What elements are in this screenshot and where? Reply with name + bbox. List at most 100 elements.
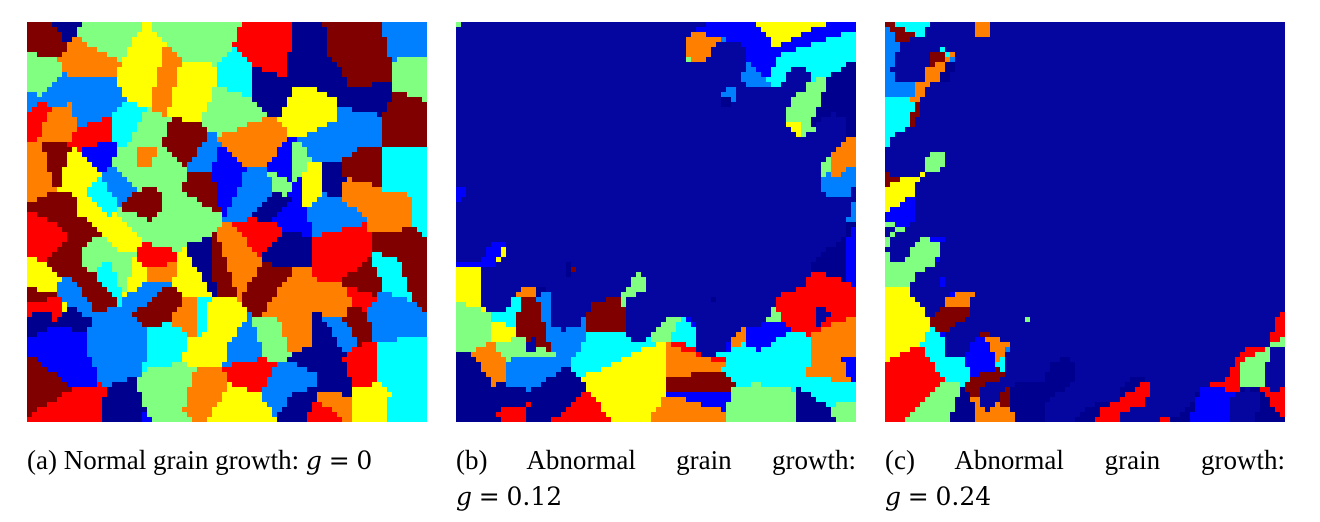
grain-pixel [247, 212, 252, 217]
grain-pixel [42, 297, 47, 302]
grain-pixel [72, 162, 77, 167]
grain-pixel [297, 247, 302, 252]
grain-pixel [87, 322, 92, 327]
grain-pixel [417, 42, 422, 47]
grain-pixel [367, 302, 372, 307]
grain-pixel [417, 212, 422, 217]
grain-pixel [97, 72, 102, 77]
grain-pixel [337, 137, 342, 142]
grain-pixel [102, 207, 107, 212]
grain-pixel [332, 167, 337, 172]
grain-pixel [407, 92, 412, 97]
grain-pixel [407, 127, 412, 132]
grain-pixel [32, 47, 37, 52]
grain-pixel [57, 117, 62, 122]
grain-pixel [142, 92, 147, 97]
grain-pixel [422, 302, 427, 307]
grain-pixel [137, 302, 142, 307]
grain-pixel [32, 297, 37, 302]
grain-pixel [107, 147, 112, 152]
grain-pixel [227, 197, 232, 202]
grain-pixel [132, 322, 137, 327]
grain-pixel [372, 157, 377, 162]
grain-pixel [292, 232, 297, 237]
grain-pixel [72, 62, 77, 67]
grain-pixel [382, 137, 387, 142]
grain-pixel [42, 227, 47, 232]
grain-pixel [282, 317, 287, 322]
grain-pixel [27, 242, 32, 247]
grain-pixel [287, 132, 292, 137]
grain-pixel [352, 177, 357, 182]
grain-pixel [147, 197, 152, 202]
grain-pixel [162, 82, 167, 87]
grain-pixel [162, 72, 167, 77]
grain-pixel [67, 82, 72, 87]
grain-pixel [262, 142, 267, 147]
grain-pixel [422, 322, 427, 327]
grain-pixel [302, 182, 307, 187]
grain-pixel [37, 82, 42, 87]
grain-pixel [267, 227, 272, 232]
grain-pixel [217, 152, 222, 157]
grain-pixel [262, 322, 267, 327]
grain-pixel [177, 237, 182, 242]
grain-pixel [177, 197, 182, 202]
grain-pixel [242, 112, 247, 117]
grain-pixel [142, 127, 147, 132]
grain-pixel [27, 107, 32, 112]
grain-pixel [372, 82, 377, 87]
grain-pixel [177, 267, 182, 272]
grain-pixel [132, 87, 137, 92]
grain-pixel [372, 162, 377, 167]
grain-pixel [187, 257, 192, 262]
grain-pixel [112, 102, 117, 107]
grain-pixel [227, 277, 232, 282]
grain-pixel [147, 37, 152, 42]
grain-pixel [222, 137, 227, 142]
grain-pixel [412, 27, 417, 32]
grain-pixel [32, 262, 37, 267]
grain-pixel [32, 237, 37, 242]
grain-pixel [337, 232, 342, 237]
grain-pixel [237, 307, 242, 312]
grain-pixel [337, 287, 342, 292]
grain-pixel [402, 302, 407, 307]
grain-pixel [142, 322, 147, 327]
grain-pixel [122, 297, 127, 302]
grain-pixel [117, 137, 122, 142]
grain-pixel [52, 297, 57, 302]
grain-pixel [242, 87, 247, 92]
grain-pixel [232, 217, 237, 222]
grain-pixel [67, 247, 72, 252]
grain-pixel [112, 192, 117, 197]
grain-pixel [387, 277, 392, 282]
grain-pixel [152, 147, 157, 152]
grain-pixel [112, 207, 117, 212]
grain-pixel [207, 307, 212, 312]
grain-pixel [212, 202, 217, 207]
grain-pixel [52, 247, 57, 252]
grain-pixel [357, 137, 362, 142]
grain-pixel [72, 72, 77, 77]
grain-pixel [292, 252, 297, 257]
grain-pixel [337, 47, 342, 52]
grain-pixel [27, 237, 32, 242]
grain-pixel [237, 157, 242, 162]
grain-pixel [157, 207, 162, 212]
grain-pixel [377, 257, 382, 262]
grain-pixel [192, 162, 197, 167]
grain-pixel [322, 172, 327, 177]
grain-pixel [212, 67, 217, 72]
grain-pixel [262, 112, 267, 117]
grain-pixel [222, 97, 227, 102]
grain-pixel [272, 312, 277, 317]
grain-pixel [332, 202, 337, 207]
grain-pixel [42, 282, 47, 287]
grain-pixel [202, 92, 207, 97]
grain-pixel [317, 72, 322, 77]
grain-pixel [232, 202, 237, 207]
grain-pixel [312, 27, 317, 32]
grain-pixel [267, 257, 272, 262]
grain-pixel [367, 282, 372, 287]
